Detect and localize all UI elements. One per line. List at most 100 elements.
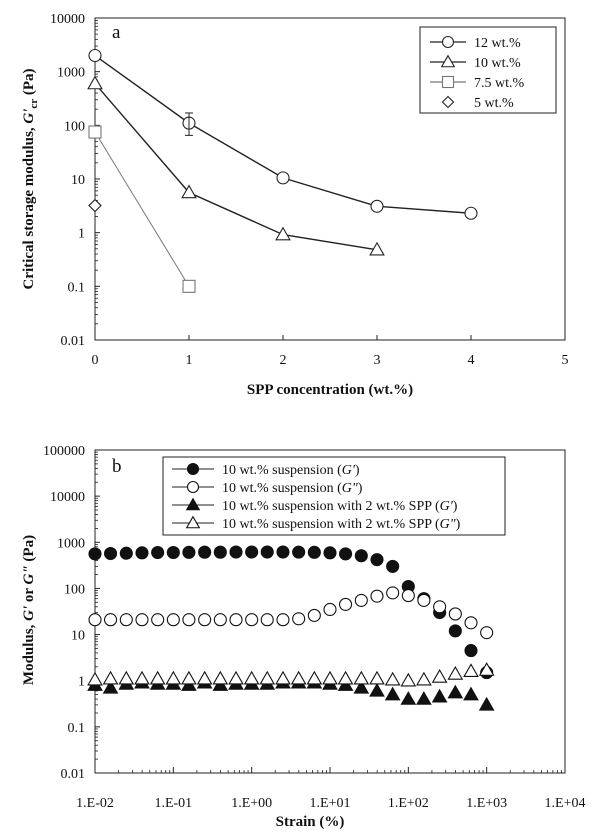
panel-b-data-point: [149, 670, 166, 685]
panel-a-y-tick-label: 10000: [50, 12, 85, 27]
panel-a-x-axis-label: SPP concentration (wt.%): [247, 382, 413, 398]
panel-a-series-0: [88, 48, 478, 220]
panel-b-legend-label-text: 10 wt.% suspension with 2 wt.% SPP (: [222, 517, 440, 532]
panel-a-series-3: [88, 198, 102, 213]
panel-b-data-point: [323, 546, 337, 560]
panel-b-data-point: [165, 670, 182, 685]
panel-b-data-point: [213, 545, 227, 559]
panel-b-data-point: [353, 670, 370, 685]
panel-a-legend-marker: [441, 75, 455, 89]
panel-a-y-tick-label: 0.1: [68, 280, 86, 295]
panel-b-data-point: [166, 545, 180, 560]
panel-b-y-axis-label: Modulus, G' or G" (Pa): [21, 535, 37, 685]
panel-b-data-point: [384, 686, 401, 701]
panel-b-legend-label-symbol: G': [440, 499, 454, 514]
panel-b-data-point: [322, 670, 338, 685]
panel-b-data-point: [104, 613, 118, 627]
panel-a-legend-label: 5 wt.%: [474, 96, 514, 111]
panel-a-x-tick-label: 0: [92, 353, 99, 368]
panel-b-data-point: [134, 670, 150, 685]
panel-b-data-point: [229, 545, 243, 559]
panel-b-data-point: [290, 670, 307, 685]
panel-b-data-point: [447, 684, 464, 699]
panel-b-data-point: [339, 547, 353, 561]
panel-a-y-tick-label: 1000: [57, 66, 85, 81]
panel-b-y-tick-label: 100: [64, 582, 85, 597]
panel-a-y-axis-label-subscript: cr: [28, 99, 40, 109]
panel-b-x-axis-label: Strain (%): [276, 814, 345, 830]
panel-a-legend-label: 12 wt.%: [474, 36, 521, 51]
panel-b-label: b: [112, 456, 122, 477]
panel-b-data-point: [306, 670, 323, 685]
panel-b-data-point: [182, 613, 196, 627]
panel-a-y-tick-label: 1: [78, 227, 85, 242]
panel-a-y-axis-label-main: Critical storage modulus,: [21, 124, 37, 290]
panel-b-data-point: [151, 545, 165, 560]
panel-a: a SPP concentration (wt.%) Critical stor…: [21, 12, 569, 398]
panel-b-series: [87, 545, 495, 711]
panel-b-data-point: [276, 613, 290, 627]
panel-b-data-point: [478, 696, 495, 711]
panel-a-series-line: [94, 83, 378, 251]
panel-b-data-point: [87, 671, 103, 686]
panel-b-data-point: [135, 546, 149, 560]
panel-b-data-point: [353, 679, 370, 694]
panel-b-data-point: [212, 670, 229, 685]
panel-b-x-tick-label: 1.E-01: [154, 796, 192, 811]
panel-b: b Strain (%) Modulus, G' or G" (Pa) 0.01…: [21, 444, 585, 830]
panel-b-data-point: [198, 545, 212, 559]
panel-a-data-point: [369, 241, 385, 256]
panel-b-data-point: [307, 545, 321, 559]
panel-b-data-point: [448, 624, 462, 638]
panel-a-legend-label: 10 wt.%: [474, 56, 521, 71]
panel-b-x-tick-label: 1.E+03: [466, 796, 507, 811]
panel-a-x-tick-label: 2: [280, 353, 287, 368]
panel-b-legend-marker: [186, 462, 200, 476]
panel-b-data-point: [166, 613, 180, 627]
panel-b-y-tick-label: 0.1: [68, 721, 86, 736]
panel-b-legend-marker: [186, 480, 200, 494]
panel-b-legend-entry: 10 wt.% suspension with 2 wt.% SPP (G'): [172, 497, 458, 514]
panel-b-legend-label-end: ): [355, 463, 360, 478]
panel-b-legend-label-symbol: G": [440, 517, 456, 532]
panel-a-x-tick-label: 3: [374, 353, 381, 368]
panel-a-y-tick-label: 0.01: [61, 334, 86, 349]
panel-b-legend-box: [162, 456, 506, 536]
panel-b-data-point: [307, 608, 321, 622]
panel-b-legend-entry: 10 wt.% suspension (G"): [172, 480, 363, 496]
panel-b-legend-label-text: 10 wt.% suspension (: [222, 481, 342, 496]
panel-b-legend-label-end: ): [453, 499, 458, 514]
panel-b-data-point: [386, 559, 400, 573]
panel-b-data-point: [431, 669, 448, 683]
panel-b-data-point: [245, 613, 259, 627]
panel-b-y-tick-label: 0.01: [61, 767, 86, 782]
panel-b-y-tick-label: 100000: [43, 444, 85, 459]
panel-a-legend: 12 wt.% 10 wt.% 7.5 wt.% 5 wt.%: [419, 26, 557, 114]
panel-a-legend-label: 7.5 wt.%: [474, 76, 525, 91]
panel-b-data-point: [416, 691, 432, 705]
panel-b-data-point: [151, 613, 165, 627]
panel-b-y-axis-label-or: or: [21, 584, 37, 605]
panel-b-series-3: [87, 662, 495, 687]
panel-b-legend-label-symbol: G": [342, 481, 358, 496]
panel-b-y-tick-label: 1000: [57, 536, 85, 551]
panel-b-data-point: [275, 670, 291, 685]
panel-b-data-point: [384, 671, 401, 686]
panel-b-data-point: [370, 553, 384, 567]
panel-b-y-axis-label-symbol-2: G": [21, 565, 37, 584]
panel-b-data-point: [196, 670, 213, 685]
panel-a-legend-marker: [441, 95, 455, 109]
panel-a-ticks: 0.01 0.1 1 10 100 1000 10000 0 1 2 3 4 5: [50, 12, 569, 368]
panel-a-x-tick-label: 4: [468, 353, 475, 368]
panel-b-data-point: [229, 613, 243, 627]
panel-b-data-point: [102, 679, 119, 694]
panel-a-y-tick-label: 10: [71, 173, 85, 188]
panel-b-data-point: [102, 670, 119, 685]
panel-b-data-point: [88, 613, 102, 627]
panel-b-data-point: [181, 670, 197, 685]
panel-b-legend: 10 wt.% suspension (G')10 wt.% suspensio…: [162, 456, 506, 536]
panel-a-data-point: [370, 199, 384, 213]
panel-b-data-point: [119, 546, 133, 560]
panel-b-legend-label-symbol: G': [342, 463, 356, 478]
panel-a-data-point: [276, 171, 290, 185]
